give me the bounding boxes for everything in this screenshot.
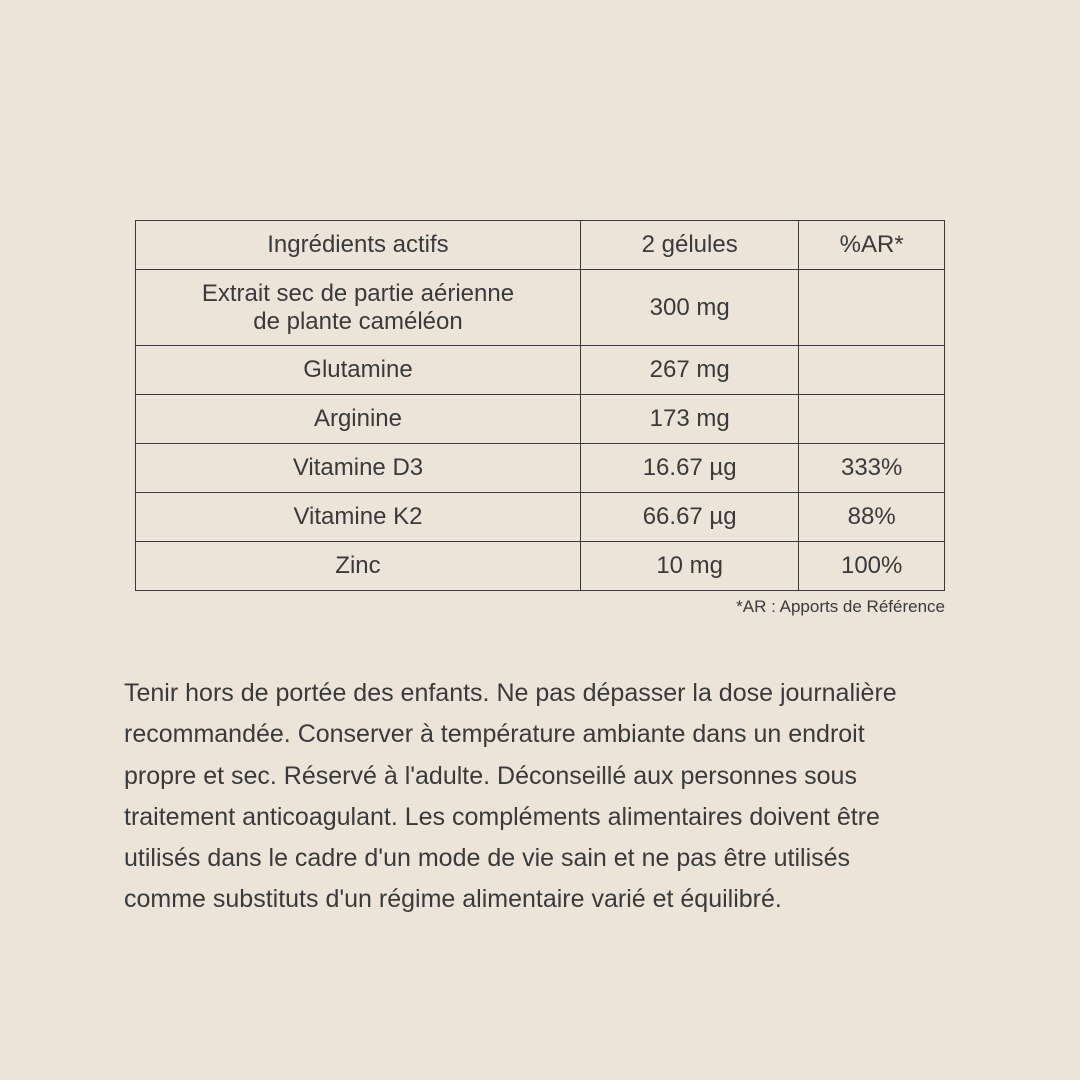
cell-ingredient: Arginine bbox=[136, 395, 581, 444]
cell-amount: 267 mg bbox=[580, 346, 798, 395]
ingredient-line2: de plante caméléon bbox=[253, 308, 462, 335]
cell-amount: 10 mg bbox=[580, 542, 798, 591]
table-header-row: Ingrédients actifs 2 gélules %AR* bbox=[136, 221, 945, 270]
header-amount: 2 gélules bbox=[580, 221, 798, 270]
table-row: Vitamine K2 66.67 µg 88% bbox=[136, 493, 945, 542]
table-row: Vitamine D3 16.67 µg 333% bbox=[136, 444, 945, 493]
cell-ingredient: Vitamine D3 bbox=[136, 444, 581, 493]
cell-ingredient: Vitamine K2 bbox=[136, 493, 581, 542]
disclaimer-text: Tenir hors de portée des enfants. Ne pas… bbox=[124, 673, 945, 921]
cell-ar: 88% bbox=[799, 493, 945, 542]
cell-amount: 300 mg bbox=[580, 270, 798, 346]
cell-ar bbox=[799, 346, 945, 395]
table-row: Extrait sec de partie aérienne de plante… bbox=[136, 270, 945, 346]
table-row: Zinc 10 mg 100% bbox=[136, 542, 945, 591]
cell-amount: 173 mg bbox=[580, 395, 798, 444]
header-ar: %AR* bbox=[799, 221, 945, 270]
table-row: Glutamine 267 mg bbox=[136, 346, 945, 395]
cell-ar bbox=[799, 395, 945, 444]
cell-ingredient: Glutamine bbox=[136, 346, 581, 395]
ingredients-table: Ingrédients actifs 2 gélules %AR* Extrai… bbox=[135, 220, 945, 591]
cell-ingredient: Extrait sec de partie aérienne de plante… bbox=[136, 270, 581, 346]
ar-footnote: *AR : Apports de Référence bbox=[135, 597, 945, 617]
table-row: Arginine 173 mg bbox=[136, 395, 945, 444]
ingredient-line1: Extrait sec de partie aérienne bbox=[202, 280, 514, 307]
header-ingredient: Ingrédients actifs bbox=[136, 221, 581, 270]
cell-amount: 16.67 µg bbox=[580, 444, 798, 493]
cell-ar: 100% bbox=[799, 542, 945, 591]
cell-ar: 333% bbox=[799, 444, 945, 493]
ingredients-table-wrapper: Ingrédients actifs 2 gélules %AR* Extrai… bbox=[135, 220, 945, 617]
cell-ar bbox=[799, 270, 945, 346]
cell-ingredient: Zinc bbox=[136, 542, 581, 591]
cell-amount: 66.67 µg bbox=[580, 493, 798, 542]
